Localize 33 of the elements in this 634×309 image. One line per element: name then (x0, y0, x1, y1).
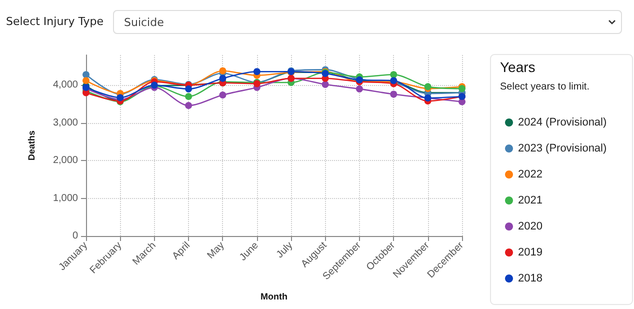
y-tick-label: 2,000 (52, 155, 78, 166)
point (82, 71, 90, 78)
text: Select years to limit. (500, 82, 590, 92)
text: Select Injury Type (6, 15, 104, 28)
point (185, 102, 192, 110)
legend-title: Years (500, 59, 536, 75)
point (322, 80, 329, 88)
y-axis-title: Deaths (26, 130, 36, 161)
legend-label: 2024 (Provisional) (518, 116, 607, 128)
point (185, 92, 192, 100)
legend-label: 2018 (518, 272, 542, 284)
y-tick-label: 1,000 (52, 192, 78, 204)
legend-label: 2020 (518, 220, 542, 232)
legend-label: 2019 (518, 246, 542, 258)
x-tick-label: July (274, 240, 295, 260)
legend-label: 2023 (Provisional) (518, 142, 607, 154)
point (253, 68, 260, 76)
y-tick-label: 4,000 (52, 80, 78, 91)
point (390, 71, 398, 78)
dropdown: Suicide (113, 10, 622, 34)
point (219, 74, 226, 82)
legend-label: 2021 (518, 194, 542, 206)
point (82, 77, 90, 84)
point (390, 90, 398, 98)
legend-label: 2022 (518, 168, 542, 180)
y-tick-label: 3,000 (52, 117, 78, 128)
x-tick-label: May (205, 240, 227, 262)
point (219, 67, 226, 74)
point (219, 91, 226, 98)
y-tick-label: 0 (72, 230, 78, 242)
x-axis-title: Month (260, 292, 288, 302)
point (185, 85, 192, 92)
point (356, 85, 363, 92)
